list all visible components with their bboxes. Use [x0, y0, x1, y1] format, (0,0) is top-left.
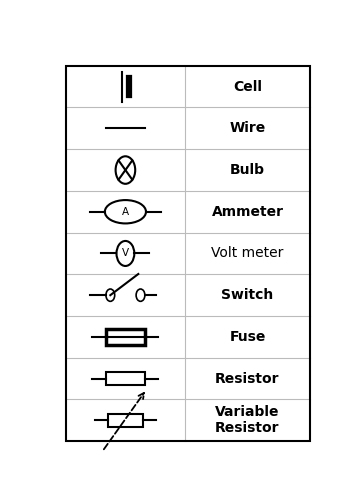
Text: Volt meter: Volt meter	[211, 246, 284, 260]
Bar	[106, 372, 145, 386]
Text: Switch: Switch	[221, 288, 274, 302]
Text: Resistor: Resistor	[215, 372, 280, 386]
Text: A: A	[122, 207, 129, 217]
Text: Ammeter: Ammeter	[211, 205, 284, 219]
Bar	[66, 66, 310, 441]
Text: V: V	[122, 248, 129, 258]
Text: Fuse: Fuse	[229, 330, 266, 344]
Bar	[108, 414, 143, 426]
Text: Wire: Wire	[229, 122, 266, 136]
Text: Cell: Cell	[233, 80, 262, 94]
Bar	[106, 329, 145, 345]
Text: Variable
Resistor: Variable Resistor	[215, 405, 280, 436]
Text: Bulb: Bulb	[230, 163, 265, 177]
